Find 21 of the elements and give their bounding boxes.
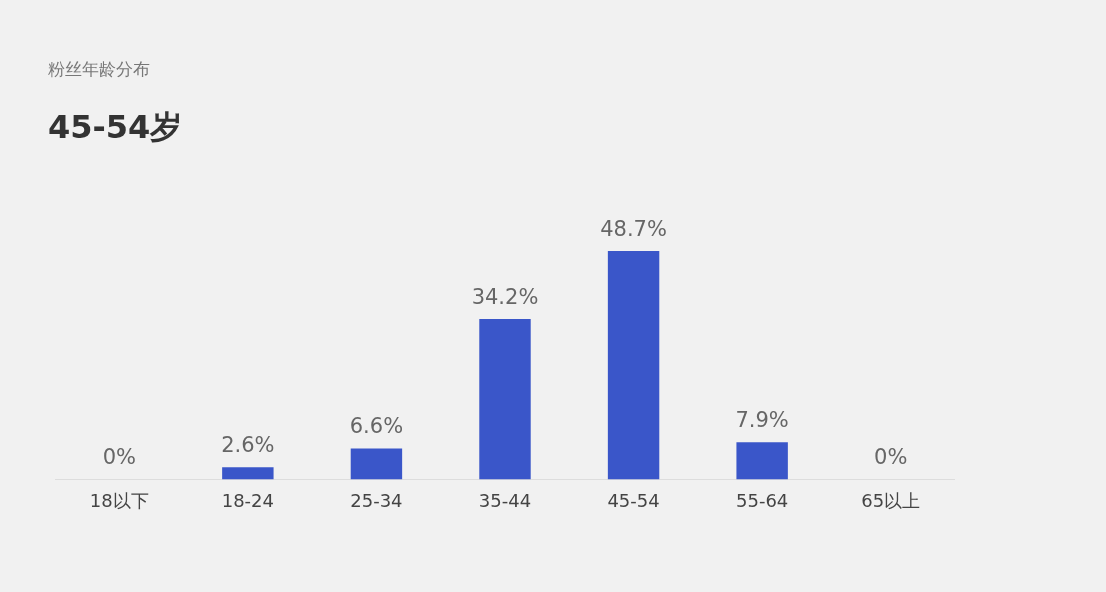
x-tick-label: 35-44 <box>478 489 532 511</box>
x-tick-label: 65以上 <box>861 489 921 511</box>
bar <box>479 319 531 480</box>
x-tick-label: 18以下 <box>89 489 149 511</box>
data-label: 7.9% <box>735 408 789 433</box>
x-tick-label: 45-54 <box>607 489 660 511</box>
data-label: 6.6% <box>349 414 404 439</box>
chart-title: 粉丝年龄分布 <box>48 58 150 81</box>
bar <box>350 448 403 480</box>
chart-subtitle: 45-54岁 <box>48 107 183 148</box>
x-tick-label: 55-64 <box>735 489 789 511</box>
x-tick-label: 25-34 <box>350 489 403 511</box>
x-tick-label: 18-24 <box>221 489 275 511</box>
data-label: 0% <box>874 445 908 470</box>
bar <box>736 442 788 480</box>
data-label: 2.6% <box>221 433 275 458</box>
data-label: 0% <box>102 445 136 470</box>
bar <box>222 467 274 480</box>
data-label: 48.7% <box>600 217 667 242</box>
bar <box>607 251 660 480</box>
data-label: 34.2% <box>471 285 539 310</box>
